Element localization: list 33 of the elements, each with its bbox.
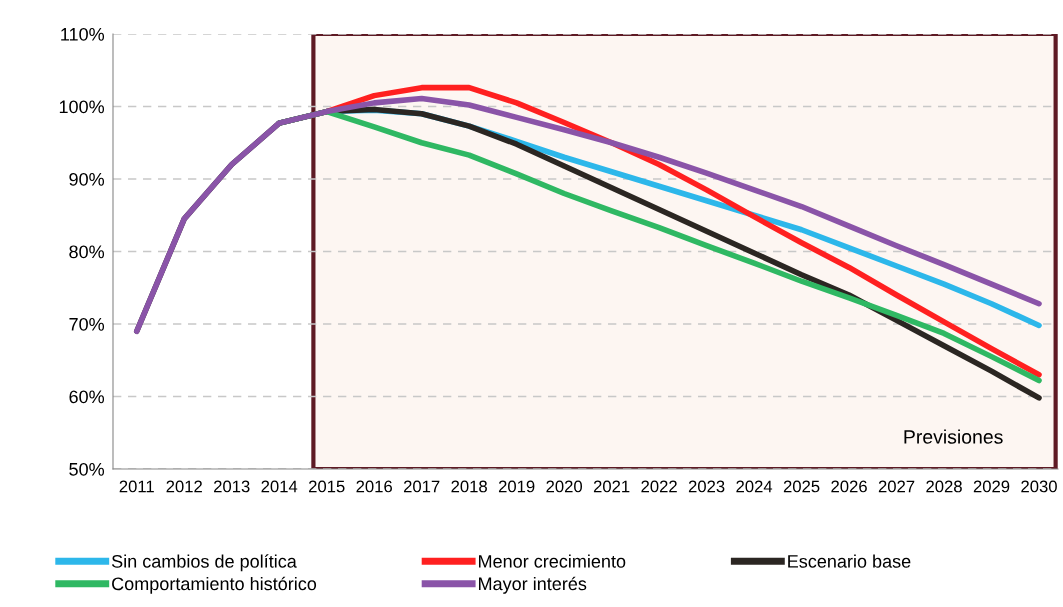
x-tick-label: 2030 (1021, 480, 1057, 493)
x-tick-label: 2014 (261, 480, 298, 493)
x-tick-label: 2021 (593, 480, 630, 493)
x-tick-label: 2028 (926, 480, 962, 493)
x-tick-label: 2022 (641, 480, 677, 493)
x-tick-label: 2027 (878, 480, 915, 493)
x-tick-label: 2018 (451, 480, 487, 493)
y-tick-label: 100% (59, 100, 105, 114)
y-tick-label: 70% (69, 317, 105, 331)
x-tick-label: 2019 (498, 480, 535, 493)
y-tick-label: 90% (69, 172, 105, 186)
x-tick-label: 2013 (214, 480, 250, 493)
x-tick-label: 2025 (783, 480, 820, 493)
x-tick-label: 2017 (403, 480, 440, 493)
x-tick-label: 2012 (166, 480, 202, 493)
x-tick-label: 2016 (356, 480, 392, 493)
legend-label: Comportamiento histórico (112, 576, 317, 594)
x-tick-label: 2023 (688, 480, 725, 493)
y-tick-label: 60% (69, 390, 105, 404)
y-tick-label: 80% (69, 245, 105, 259)
x-tick-label: 2029 (973, 480, 1010, 493)
band-label: Previsiones (904, 429, 1003, 444)
x-tick-label: 2020 (546, 480, 583, 493)
x-tick-label: 2011 (119, 480, 154, 493)
legend-label: Sin cambios de política (111, 554, 297, 572)
x-tick-label: 2024 (736, 480, 773, 493)
legend-label: Escenario base (788, 554, 911, 568)
x-tick-label: 2015 (309, 480, 345, 493)
legend-label: Menor crecimiento (479, 554, 626, 568)
x-tick-label: 2026 (831, 480, 867, 493)
y-tick-label: 50% (69, 462, 105, 476)
legend-label: Mayor interés (479, 576, 587, 594)
y-tick-label: 110% (61, 27, 105, 41)
